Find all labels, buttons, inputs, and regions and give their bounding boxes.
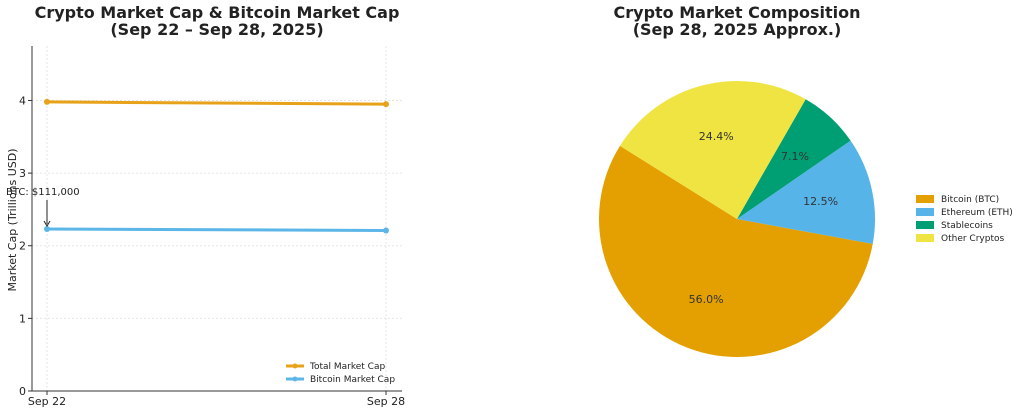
pie-slice-label: 24.4% [699, 130, 734, 143]
line-chart-annotation: BTC: $111,000 [6, 187, 80, 228]
pie-chart: Crypto Market Composition (Sep 28, 2025 … [598, 3, 1013, 358]
pie-slice [598, 145, 873, 358]
line-chart-x-ticks: Sep 22 Sep 28 [28, 391, 405, 408]
pie-slice [737, 99, 851, 219]
y-tick-label: 4 [19, 94, 26, 107]
line-chart-series [44, 98, 389, 234]
data-point [44, 98, 50, 105]
y-tick-label: 0 [19, 385, 26, 398]
y-tick-label: 1 [19, 312, 26, 325]
line-chart-y-ticks: 0 1 2 3 4 [19, 94, 32, 398]
annotation-text: BTC: $111,000 [6, 187, 80, 198]
pie-slice [619, 81, 806, 219]
pie-slice-label: 7.1% [781, 150, 809, 163]
legend-label: Bitcoin (BTC) [941, 195, 999, 205]
line-chart-legend: Total Market Cap Bitcoin Market Cap [286, 362, 395, 385]
legend-swatch [916, 195, 934, 203]
legend-label: Other Cryptos [941, 234, 1004, 244]
legend-label: Total Market Cap [309, 362, 385, 372]
data-point [383, 101, 389, 108]
y-tick-label: 3 [19, 167, 26, 180]
line-chart-grid [32, 46, 402, 391]
pie-chart-subtitle: (Sep 28, 2025 Approx.) [633, 20, 842, 39]
pie-slice-label: 12.5% [803, 195, 838, 208]
x-tick-label: Sep 22 [28, 395, 66, 408]
line-chart-title: Crypto Market Cap & Bitcoin Market Cap [35, 3, 400, 22]
pie-slice [737, 140, 875, 244]
legend-swatch [916, 234, 934, 242]
pie-slices [598, 81, 875, 358]
pie-slice-labels: 56.0% 12.5% 7.1% 24.4% [689, 130, 839, 306]
line-chart-subtitle: (Sep 22 – Sep 28, 2025) [110, 20, 323, 39]
line-chart-y-axis-label: Market Cap (Trillions USD) [6, 148, 19, 291]
legend-label: Bitcoin Market Cap [310, 375, 395, 385]
series-line-0 [45, 100, 388, 106]
annotation-arrowhead [43, 220, 51, 228]
legend-swatch [916, 208, 934, 216]
pie-chart-title: Crypto Market Composition [614, 3, 861, 22]
legend-marker [292, 363, 298, 369]
data-point [383, 227, 389, 234]
line-chart-axes [31, 46, 402, 392]
y-tick-label: 2 [19, 240, 26, 253]
line-chart: Crypto Market Cap & Bitcoin Market Cap (… [6, 3, 405, 408]
series-line-1 [45, 227, 388, 232]
x-tick-label: Sep 28 [367, 395, 405, 408]
pie-slice-label: 56.0% [689, 293, 724, 306]
legend-swatch [916, 221, 934, 229]
data-point [44, 226, 50, 233]
legend-label: Ethereum (ETH) [941, 208, 1013, 218]
legend-label: Stablecoins [941, 221, 993, 231]
pie-chart-legend: Bitcoin (BTC) Ethereum (ETH) Stablecoins Ot… [916, 195, 1013, 244]
legend-marker [292, 376, 298, 382]
